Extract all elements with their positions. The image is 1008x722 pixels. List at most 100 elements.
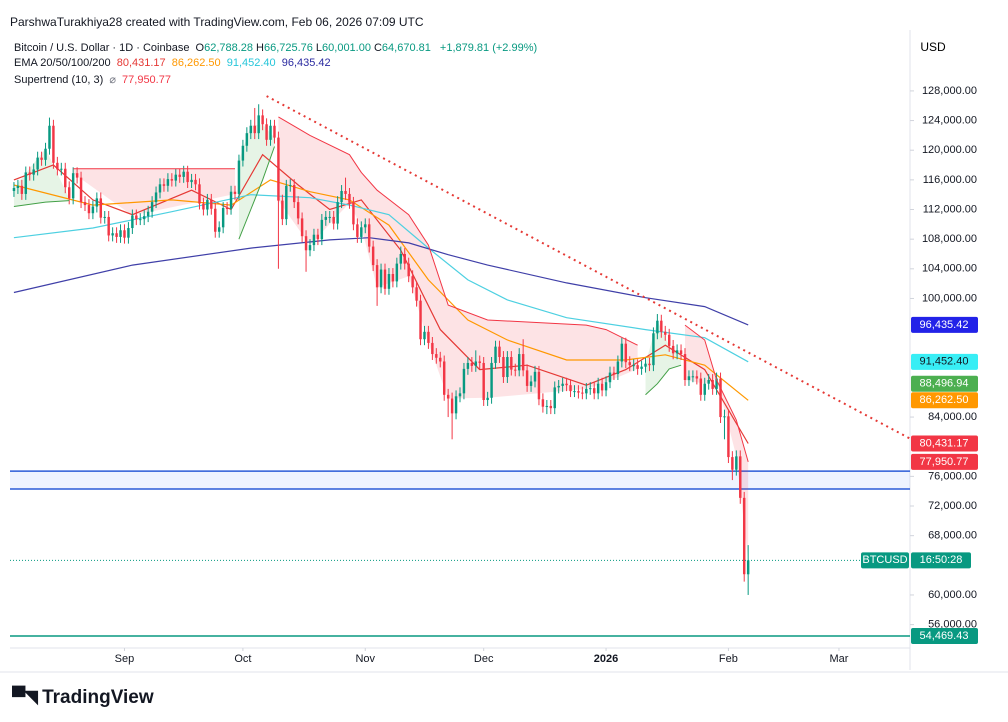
price-tag [911, 627, 978, 644]
candle-body [292, 185, 296, 203]
candle-body [502, 357, 505, 378]
candle-body [446, 394, 450, 399]
candle-body [399, 253, 403, 264]
candle-body [624, 343, 628, 363]
candle-body [67, 187, 71, 199]
candle-body [573, 391, 576, 393]
candle-body [95, 198, 99, 207]
candle-body [356, 224, 359, 237]
candle-body [367, 224, 371, 247]
candle-body [719, 378, 722, 418]
candle-body [462, 368, 466, 394]
candle-body [190, 179, 193, 183]
candle-body [99, 198, 103, 218]
candle-body [715, 378, 718, 389]
candle-body [87, 205, 91, 214]
candle-body [300, 218, 304, 237]
candle-body [675, 350, 679, 354]
y-tick-label: 108,000.00 [922, 233, 977, 245]
candle-body [344, 190, 347, 194]
candle-body [664, 331, 667, 335]
candle-body [12, 188, 16, 191]
candle-body [265, 124, 268, 140]
candle-body [731, 457, 734, 470]
candle-body [557, 385, 560, 388]
candle-body [486, 397, 489, 401]
candle-body [482, 362, 485, 401]
candle-body [691, 376, 695, 378]
candle-body [703, 383, 706, 395]
candle-body [423, 331, 426, 340]
candle-body [442, 361, 446, 395]
candle-body [119, 230, 122, 237]
candle-body [652, 333, 655, 366]
x-tick-label: Sep [115, 653, 135, 665]
x-tick-label: 2026 [594, 653, 618, 665]
candle-body [439, 357, 442, 362]
price-tag [911, 316, 978, 333]
candle-body [596, 383, 600, 394]
candle-body [277, 137, 280, 201]
candle-body [711, 380, 714, 389]
candle-body [182, 171, 185, 177]
legend-supertrend: Supertrend (10, 3) ⌀ 77,950.77 [14, 73, 174, 86]
candle-body [644, 363, 647, 367]
candle-body [332, 216, 335, 224]
y-tick-label: 116,000.00 [923, 174, 977, 186]
chart: USD Sep Oct Nov Dec 2026 Feb Mar 128,000.00 124,… [0, 30, 1008, 673]
candle-body [20, 185, 24, 194]
y-tick-label: 128,000.00 [922, 85, 977, 97]
candle-body [577, 391, 580, 393]
price-tag-label: 86,262.50 [920, 394, 969, 406]
y-tick-label: 68,000.00 [928, 530, 977, 542]
y-tick-label: 84,000.00 [928, 411, 977, 423]
candle-body [510, 357, 513, 370]
current-symbol: BTCUSD [862, 554, 907, 566]
ema-value: 80,431.17 [116, 57, 166, 69]
candle-body [616, 361, 620, 375]
candle-body [387, 274, 391, 289]
trend-line [266, 95, 911, 440]
y-tick-label: 100,000.00 [922, 292, 977, 304]
candle-body [612, 372, 616, 375]
countdown-tag [911, 552, 971, 569]
candle-body [56, 162, 59, 170]
candle-body [241, 145, 245, 161]
candle-body [249, 125, 253, 134]
header: ParshwaTurakhiya28 created with TradingV… [10, 15, 424, 29]
supertrend-value: 77,950.77 [122, 74, 171, 86]
candle-body [707, 380, 710, 384]
candle-body [746, 560, 750, 575]
legend-ema: EMA 20/50/100/200 80,431.17 86,262.50 91… [14, 57, 334, 69]
candle-body [360, 227, 363, 237]
y-tick-label: 60,000.00 [928, 589, 977, 601]
candle-body [699, 378, 703, 395]
candle-body [683, 354, 687, 380]
candle-body [687, 376, 691, 380]
candle-body [470, 362, 474, 366]
candle-body [261, 115, 264, 125]
candle-body [289, 185, 292, 187]
candle-body [427, 331, 430, 343]
ema-value: 86,262.50 [171, 57, 221, 69]
candle-body [44, 148, 47, 160]
candle-body [308, 245, 312, 251]
candle-body [640, 366, 643, 369]
candle-body [52, 125, 55, 163]
ema-value: 96,435.42 [281, 57, 331, 69]
price-tag-label: 80,431.17 [920, 437, 969, 449]
y-tick-label: 112,000.00 [923, 203, 977, 215]
candle-body [529, 381, 533, 386]
candle-body [186, 171, 189, 183]
x-tick-label: Oct [234, 653, 251, 665]
candle-body [75, 173, 79, 178]
candle-body [60, 168, 63, 170]
currency: USD [920, 40, 946, 54]
y-tick-label: 72,000.00 [928, 500, 977, 512]
candle-body [36, 157, 39, 170]
candle-body [253, 125, 256, 134]
candle-body [600, 383, 604, 391]
zone [10, 471, 910, 489]
candle-body [671, 345, 675, 354]
